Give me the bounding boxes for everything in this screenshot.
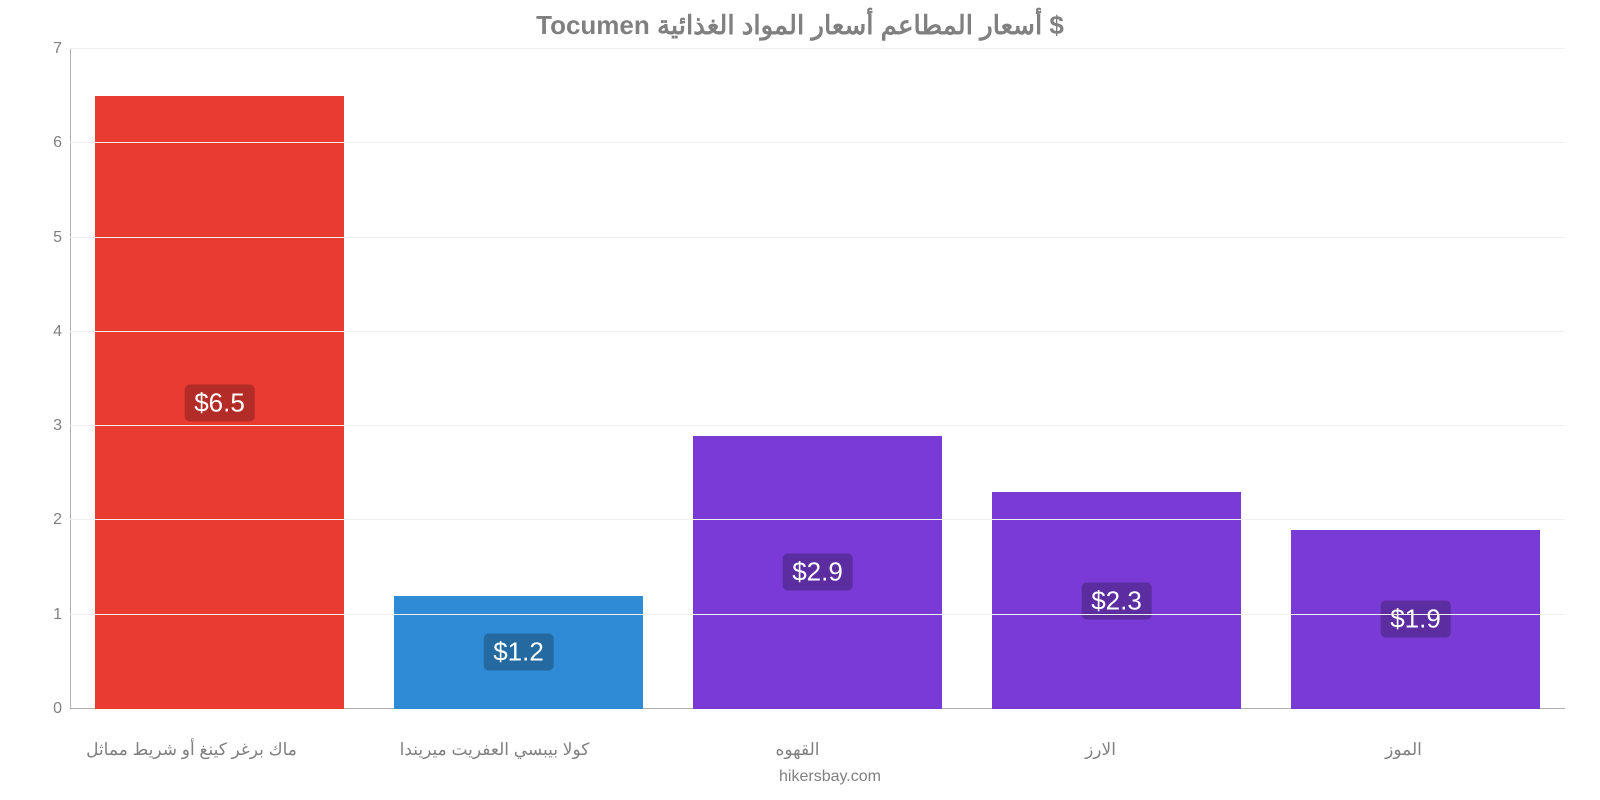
bar-value-label: $1.9 bbox=[1380, 601, 1451, 638]
bar: $6.5 bbox=[95, 96, 343, 709]
bar-value-label: $1.2 bbox=[483, 634, 554, 671]
grid-line bbox=[70, 331, 1565, 332]
y-axis: 01234567 bbox=[40, 49, 70, 709]
grid-line bbox=[70, 425, 1565, 426]
bar: $2.3 bbox=[992, 492, 1240, 709]
y-tick: 6 bbox=[53, 134, 62, 152]
x-label: القهوه bbox=[646, 740, 949, 760]
x-label: ماك برغر كينغ أو شريط مماثل bbox=[40, 740, 343, 760]
grid-line bbox=[70, 142, 1565, 143]
bar-slot: $2.9 bbox=[668, 49, 967, 709]
x-labels: ماك برغر كينغ أو شريط مماثلكولا بيبسي ال… bbox=[40, 740, 1555, 760]
bar-slot: $6.5 bbox=[70, 49, 369, 709]
x-label: الموز bbox=[1252, 740, 1555, 760]
chart-title: $ أسعار المطاعم أسعار المواد الغذائية To… bbox=[30, 10, 1570, 41]
x-label: الارز bbox=[949, 740, 1252, 760]
bar-slot: $2.3 bbox=[967, 49, 1266, 709]
y-tick: 4 bbox=[53, 323, 62, 341]
grid-line bbox=[70, 48, 1565, 49]
y-tick: 7 bbox=[53, 40, 62, 58]
y-tick: 0 bbox=[53, 700, 62, 718]
y-tick: 3 bbox=[53, 417, 62, 435]
bar-value-label: $2.9 bbox=[782, 554, 853, 591]
bar: $1.9 bbox=[1291, 530, 1539, 709]
grid-line bbox=[70, 237, 1565, 238]
bar: $2.9 bbox=[693, 436, 941, 709]
grid-line bbox=[70, 519, 1565, 520]
bars-container: $6.5 $1.2 $2.9 $2.3 $1.9 bbox=[70, 49, 1565, 709]
y-tick: 5 bbox=[53, 229, 62, 247]
y-tick: 1 bbox=[53, 606, 62, 624]
grid-line bbox=[70, 614, 1565, 615]
bar-slot: $1.9 bbox=[1266, 49, 1565, 709]
x-label: كولا بيبسي العفريت ميريندا bbox=[343, 740, 646, 760]
credit-text: hikersbay.com bbox=[30, 768, 1600, 786]
bar-value-label: $6.5 bbox=[184, 384, 255, 421]
y-tick: 2 bbox=[53, 511, 62, 529]
bar-slot: $1.2 bbox=[369, 49, 668, 709]
chart-container: $ أسعار المطاعم أسعار المواد الغذائية To… bbox=[0, 0, 1600, 800]
plot-area: 01234567 $6.5$1.2$2.9$2.3$1.9 bbox=[40, 49, 1580, 709]
